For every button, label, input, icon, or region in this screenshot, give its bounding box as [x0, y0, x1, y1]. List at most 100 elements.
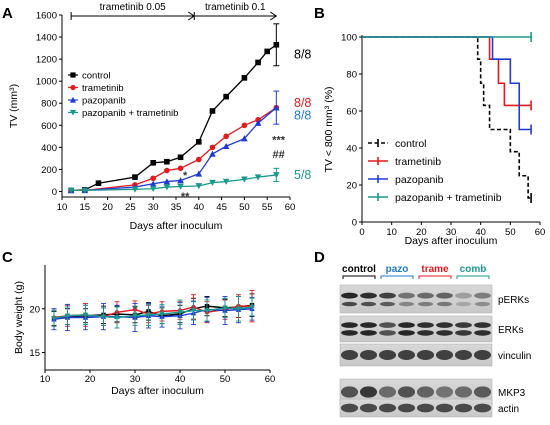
- data-point: [82, 312, 89, 318]
- blot-band: [359, 349, 378, 361]
- data-point: [209, 150, 216, 157]
- y-tick-label: 800: [41, 99, 57, 110]
- x-tick-label: 50: [220, 374, 231, 385]
- data-point: [177, 177, 184, 184]
- data-point: [149, 185, 157, 193]
- x-tick-label: 60: [265, 374, 276, 385]
- blot-band: [360, 322, 377, 328]
- blot-band: [359, 386, 378, 398]
- blot-band: [360, 330, 377, 336]
- data-point: [149, 180, 157, 187]
- blot-band: [455, 292, 472, 299]
- blot-row-perks: pERKs: [339, 284, 529, 314]
- group-header-trame: trame: [418, 264, 452, 279]
- significance-annotation: ***: [272, 135, 286, 147]
- data-point: [195, 183, 203, 190]
- y-tick-label: 0: [352, 218, 357, 229]
- x-axis-label: Days after inoculum: [130, 220, 223, 232]
- panel-label-a: A: [2, 5, 13, 22]
- x-tick-label: 50: [505, 227, 516, 238]
- survival-step-line: [362, 36, 532, 131]
- data-point: [196, 156, 202, 163]
- data-point: [273, 172, 280, 179]
- blot-row-label: actin: [498, 404, 519, 415]
- x-tick-label: 20: [416, 227, 427, 238]
- blot-band: [474, 322, 491, 328]
- group-bracket: [456, 275, 490, 279]
- data-point: [254, 119, 262, 126]
- series-pazopanib-trametinib: [51, 296, 255, 329]
- data-point: [150, 175, 156, 182]
- group-bracket: [380, 275, 414, 279]
- x-tick-label: 40: [175, 374, 186, 385]
- blot-band: [455, 322, 472, 328]
- blot-band: [379, 292, 396, 299]
- blot-band: [435, 349, 454, 361]
- group-label: comb: [460, 264, 487, 275]
- panel-b-survival-chart: 0 20 40 60 80 100 0 10 20 30 40 50 60 Days after inoc…: [323, 32, 545, 247]
- panel-d-western-blot: control pazo trame comb pERKs ERKs vinculin MKP…: [339, 264, 531, 418]
- blot-band: [360, 292, 377, 299]
- blot-band: [397, 386, 416, 398]
- blot-band: [378, 349, 397, 361]
- data-point: [51, 316, 57, 322]
- data-point: [273, 104, 280, 111]
- group-header-pazo: pazo: [380, 264, 414, 279]
- series-pazopanib: [362, 36, 532, 135]
- blot-band: [454, 386, 473, 398]
- panel-c-body-weight-chart: 15 20 10 20 30 40 50 60 Days after inoculum Body …: [13, 265, 275, 397]
- data-point: [67, 187, 75, 194]
- blot-band: [340, 386, 359, 398]
- x-tick-label: 20: [102, 202, 113, 213]
- blot-band: [436, 301, 453, 307]
- y-tick-label: 80: [346, 70, 357, 81]
- blot-band: [378, 403, 397, 413]
- blot-band: [474, 292, 491, 299]
- blot-row-label: ERKs: [498, 325, 524, 336]
- blot-band: [455, 330, 472, 336]
- data-point: [195, 170, 203, 177]
- y-tick-label: 200: [41, 165, 57, 176]
- legend-item-pazopanib-trametinib: pazopanib + trametinib: [395, 192, 502, 204]
- blot-band: [379, 322, 396, 328]
- data-point: [163, 184, 171, 191]
- data-point: [164, 158, 170, 165]
- panel-a-tumor-volume-chart: 0 200 400 600 800 1000 1200 1400 1600 10 15 20 25 30 3…: [8, 2, 311, 232]
- y-tick-label: 20: [29, 304, 40, 315]
- y-tick-label: 1000: [36, 77, 57, 88]
- data-point: [114, 315, 120, 321]
- y-tick-label: 20: [346, 181, 357, 192]
- blot-band: [417, 322, 434, 328]
- blot-row-label: MKP3: [498, 388, 526, 399]
- blot-band: [436, 330, 453, 336]
- legend: control trametinib pazopanib pazopanib + tr…: [368, 138, 502, 204]
- data-point: [150, 160, 156, 166]
- group-label: trame: [421, 264, 449, 275]
- data-point: [95, 180, 102, 187]
- blot-band: [473, 403, 492, 413]
- significance-annotation: ##: [272, 149, 284, 161]
- treatment-arrow-head: [270, 11, 278, 21]
- data-point: [241, 122, 248, 129]
- data-point: [159, 311, 165, 317]
- data-point: [222, 305, 228, 311]
- survival-step-line: [362, 36, 532, 107]
- x-tick-label: 40: [194, 202, 205, 213]
- group-bracket: [418, 275, 452, 279]
- blot-band: [398, 330, 415, 336]
- blot-strip: [339, 315, 493, 343]
- group-label: control: [342, 264, 376, 275]
- data-point: [255, 59, 261, 66]
- blot-band: [455, 301, 472, 307]
- x-tick-label: 60: [535, 227, 546, 238]
- blot-band: [398, 301, 415, 307]
- x-tick-label: 10: [57, 202, 68, 213]
- group-bracket: [342, 275, 376, 279]
- blot-band: [436, 322, 453, 328]
- data-point: [145, 312, 152, 318]
- blot-band: [474, 330, 491, 336]
- data-point: [64, 313, 71, 319]
- x-tick-label: 15: [80, 202, 91, 213]
- blot-band: [416, 349, 435, 361]
